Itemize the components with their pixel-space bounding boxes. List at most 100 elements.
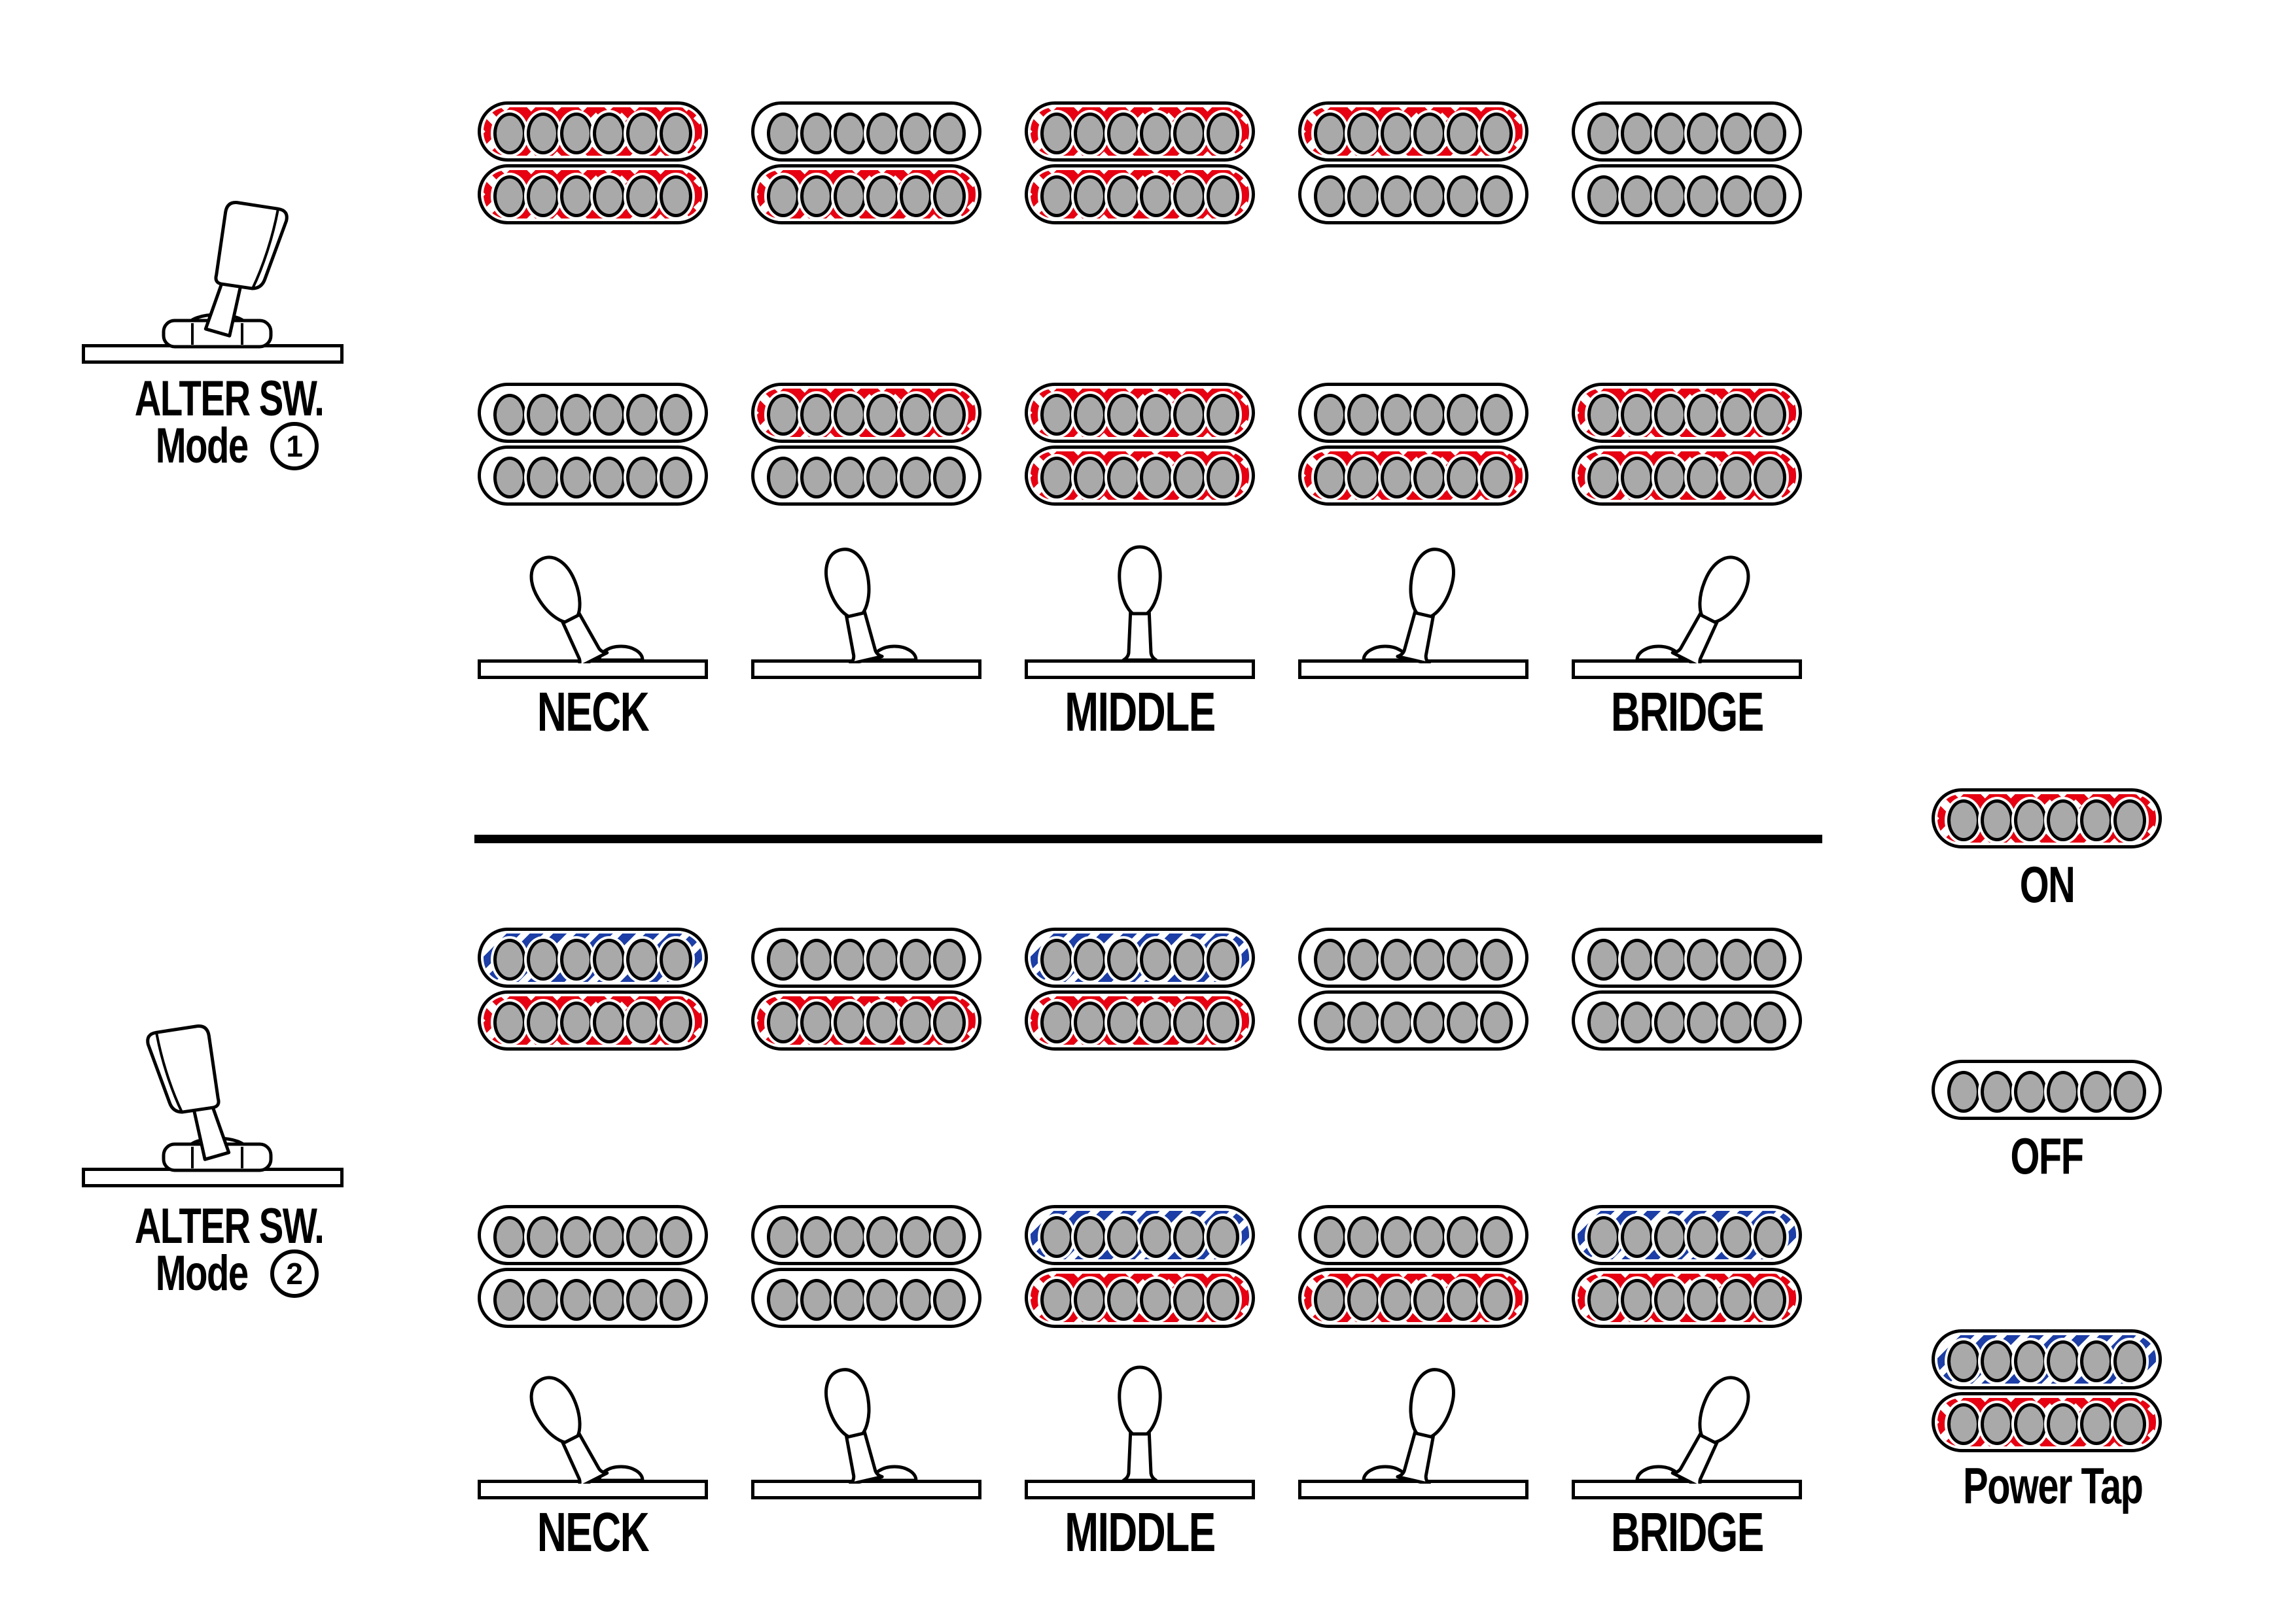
pole-piece	[1314, 1279, 1347, 1321]
pole-piece	[559, 175, 593, 217]
pole-piece	[1620, 939, 1653, 981]
pole-piece	[2013, 1071, 2047, 1113]
mode2-pos5-bridge-pickup-row-top-coil-tap	[1572, 1205, 1802, 1265]
pole-piece	[866, 1002, 900, 1043]
mode1-subtitle-text: Mode	[155, 418, 249, 474]
mode2-label-neck: NECK	[537, 1501, 650, 1563]
pole-piece	[559, 113, 593, 154]
pole-piece	[1720, 113, 1754, 154]
pole-piece	[800, 457, 833, 498]
pole-piece	[1687, 113, 1720, 154]
pole-piece	[900, 113, 933, 154]
pole-piece	[559, 394, 593, 436]
pole-piece	[660, 457, 692, 498]
pole-piece	[493, 1216, 526, 1258]
pole-piece	[660, 939, 692, 981]
pole-piece	[1620, 394, 1653, 436]
pole-piece	[1620, 113, 1653, 154]
mode2-number: 2	[286, 1257, 304, 1291]
legend-power-tap-bottom-coil-on	[1932, 1392, 2162, 1452]
pole-piece	[2113, 1071, 2146, 1113]
pole-piece	[1754, 457, 1786, 498]
pole-piece	[1380, 113, 1413, 154]
mode2-pos1-bridge-pickup-row-top-coil-off	[478, 1205, 708, 1265]
pole-piece	[493, 394, 526, 436]
pole-piece	[2013, 799, 2047, 841]
pole-piece	[1106, 939, 1140, 981]
pole-piece	[1380, 939, 1413, 981]
pole-piece	[1480, 394, 1513, 436]
pole-piece	[1653, 113, 1687, 154]
pole-piece	[526, 1216, 559, 1258]
pole-piece	[2113, 1340, 2146, 1382]
pole-piece	[1106, 1279, 1140, 1321]
pole-piece	[1207, 457, 1239, 498]
pole-piece	[660, 394, 692, 436]
pole-piece	[833, 175, 866, 217]
pole-piece	[1413, 1002, 1447, 1043]
pole-piece	[1587, 457, 1620, 498]
pole-piece	[767, 1216, 800, 1258]
mode2-pos2-neck-pickup-row-top-coil-off	[751, 928, 981, 988]
pole-piece	[767, 394, 800, 436]
pole-piece	[1587, 1279, 1620, 1321]
mode2-toggle-switch-icon	[80, 1019, 355, 1176]
pole-piece	[933, 175, 966, 217]
pole-piece	[1040, 1279, 1073, 1321]
pole-piece	[1480, 113, 1513, 154]
pole-piece	[526, 175, 559, 217]
legend-on-label: ON	[2019, 856, 2075, 913]
mode1-label-bridge: BRIDGE	[1610, 681, 1764, 742]
pole-piece	[1687, 394, 1720, 436]
pole-piece	[1380, 1279, 1413, 1321]
pole-piece	[1314, 939, 1347, 981]
pole-piece	[1040, 394, 1073, 436]
pole-piece	[767, 175, 800, 217]
pole-piece	[1040, 939, 1073, 981]
mode1-number: 1	[286, 429, 304, 463]
mode2-pos4-bridge-pickup-row-bottom-coil-on	[1298, 1268, 1528, 1328]
pole-piece	[1720, 1002, 1754, 1043]
pole-piece	[1380, 175, 1413, 217]
pole-piece	[493, 1002, 526, 1043]
pole-piece	[1173, 113, 1207, 154]
pole-piece	[1106, 175, 1140, 217]
pole-piece	[1587, 175, 1620, 217]
pole-piece	[1587, 1002, 1620, 1043]
pole-piece	[767, 113, 800, 154]
pole-piece	[1207, 1216, 1239, 1258]
pole-piece	[1447, 394, 1480, 436]
pole-piece	[1720, 175, 1754, 217]
pole-piece	[1653, 457, 1687, 498]
pole-piece	[1754, 113, 1786, 154]
pole-piece	[1106, 113, 1140, 154]
pole-piece	[1587, 939, 1620, 981]
pole-piece	[1480, 1216, 1513, 1258]
mode2-subtitle: Mode 2	[52, 1249, 406, 1299]
pole-piece	[1447, 1279, 1480, 1321]
mode1-pos5-bridge-pickup-row-bottom-coil-on	[1572, 445, 1802, 506]
pole-piece	[2047, 1403, 2080, 1445]
pole-piece	[1653, 175, 1687, 217]
pole-piece	[800, 175, 833, 217]
pole-piece	[933, 1279, 966, 1321]
pole-piece	[2080, 1071, 2113, 1113]
pole-piece	[800, 1279, 833, 1321]
mode1-pos3-bridge-pickup-row-bottom-coil-on	[1025, 445, 1255, 506]
pole-piece	[1140, 1279, 1173, 1321]
mode2-pos3-neck-pickup-row-bottom-coil-on	[1025, 990, 1255, 1051]
pole-piece	[526, 939, 559, 981]
pole-piece	[1980, 1340, 2013, 1382]
mode1-pos3-lever-switch-icon	[1055, 543, 1225, 663]
pole-piece	[1140, 175, 1173, 217]
mode2-pos3-lever-switch-icon	[1055, 1363, 1225, 1484]
pole-piece	[933, 939, 966, 981]
pole-piece	[1207, 1002, 1239, 1043]
pole-piece	[2080, 1403, 2113, 1445]
pole-piece	[1380, 1002, 1413, 1043]
mode1-pos1-neck-pickup-row-top-coil-on	[478, 101, 708, 162]
pole-piece	[1480, 175, 1513, 217]
pole-piece	[1140, 1216, 1173, 1258]
pole-piece	[1173, 1216, 1207, 1258]
